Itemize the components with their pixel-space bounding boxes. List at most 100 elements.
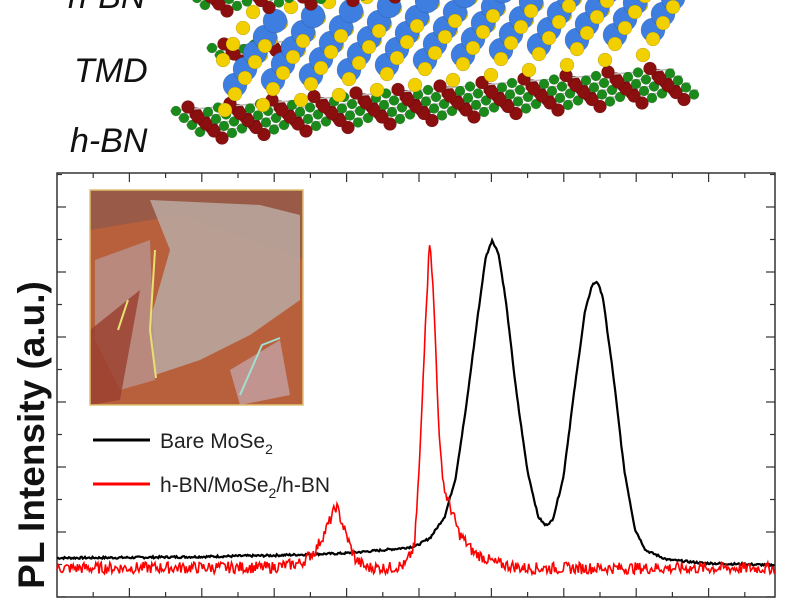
boron-atom <box>212 0 226 11</box>
crystal-structure-illustration <box>169 0 700 145</box>
nitrogen-atom <box>396 102 408 113</box>
boron-atom <box>401 92 415 107</box>
chalcogen-atom <box>503 35 519 51</box>
nitrogen-atom <box>223 0 235 5</box>
nitrogen-atom <box>548 74 560 85</box>
nitrogen-atom <box>564 88 576 99</box>
nitrogen-atom <box>268 0 274 1</box>
nitrogen-atom <box>478 106 490 118</box>
chalcogen-atom <box>483 67 499 83</box>
boron-atom <box>391 82 405 97</box>
chalcogen-atom <box>445 72 461 88</box>
chalcogen-atom <box>569 41 585 57</box>
chalcogen-atom <box>409 18 425 34</box>
nitrogen-atom <box>446 105 458 117</box>
nitrogen-atom <box>336 103 348 114</box>
nitrogen-atom <box>546 85 558 97</box>
nitrogen-atom <box>320 116 332 127</box>
chalcogen-atom <box>655 15 671 31</box>
chalcogen-atom <box>333 28 349 44</box>
nitrogen-atom <box>202 106 214 118</box>
chalcogen-atom <box>227 86 243 102</box>
y-axis-label: PL Intensity (a.u.) <box>11 281 52 589</box>
legend: Bare MoSe2 h-BN/MoSe2/h-BN <box>93 430 330 501</box>
nitrogen-atom <box>632 67 644 78</box>
nitrogen-atom <box>680 82 692 93</box>
nitrogen-atom <box>394 113 406 125</box>
optical-micrograph-inset <box>89 189 304 406</box>
nitrogen-atom <box>354 105 366 117</box>
chalcogen-atom <box>389 50 405 66</box>
chalcogen-atom <box>399 34 415 50</box>
nitrogen-atom <box>488 102 500 113</box>
nitrogen-atom <box>438 98 450 110</box>
nitrogen-atom <box>352 117 364 128</box>
nitrogen-atom <box>520 103 532 114</box>
chalcogen-atom <box>427 45 443 61</box>
nitrogen-atom <box>472 88 484 99</box>
pl-spectrum-plot: Bare MoSe2 h-BN/MoSe2/h-BN PL Intensity … <box>11 172 776 598</box>
chalcogen-atom <box>360 0 374 5</box>
nitrogen-atom <box>294 106 306 118</box>
nitrogen-atom <box>648 81 660 92</box>
chalcogen-atom <box>551 14 567 30</box>
nitrogen-atom <box>614 91 626 103</box>
top-hbn-label: h-BN <box>68 0 146 16</box>
boron-atom <box>653 71 667 86</box>
boron-atom <box>254 0 268 8</box>
nitrogen-atom <box>454 85 466 97</box>
boron-atom <box>569 78 583 93</box>
chalcogen-atom <box>617 20 633 36</box>
boron-atom <box>233 106 247 121</box>
nitrogen-atom <box>199 0 211 11</box>
series-line-hbn-mose2-hbn <box>56 245 776 577</box>
chalcogen-atom <box>361 39 377 55</box>
nitrogen-atom <box>572 95 584 106</box>
nitrogen-atom <box>346 98 358 110</box>
nitrogen-atom <box>344 110 356 121</box>
chalcogen-atom <box>523 3 539 19</box>
legend-label-encapsulated: h-BN/MoSe2/h-BN <box>160 474 330 501</box>
nitrogen-atom <box>273 0 285 8</box>
nitrogen-atom <box>378 99 390 111</box>
nitrogen-atom <box>420 96 432 107</box>
nitrogen-atom <box>436 110 448 121</box>
metal-atom <box>338 0 364 24</box>
nitrogen-atom <box>228 116 240 127</box>
nitrogen-atom <box>688 89 700 100</box>
boron-atom <box>317 99 331 114</box>
nitrogen-atom <box>656 88 668 99</box>
chalcogen-atom <box>369 82 385 98</box>
nitrogen-atom <box>638 85 650 97</box>
nitrogen-atom <box>496 82 508 93</box>
metal-atom <box>414 0 440 14</box>
nitrogen-atom <box>672 75 684 86</box>
chalcogen-atom <box>465 40 481 56</box>
boron-atom <box>191 110 205 124</box>
nitrogen-atom <box>241 0 253 7</box>
chalcogen-atom <box>351 55 367 71</box>
chalcogen-atom <box>485 8 501 24</box>
metal-atom <box>453 0 477 9</box>
nitrogen-atom <box>422 84 434 96</box>
nitrogen-atom <box>554 92 566 104</box>
chalcogen-atom <box>331 87 347 103</box>
nitrogen-atom <box>236 123 248 134</box>
boron-atom <box>643 61 657 76</box>
nitrogen-atom <box>192 0 202 4</box>
boron-atom <box>307 89 321 104</box>
boron-atom <box>359 96 373 110</box>
chalcogen-atom <box>283 0 299 15</box>
boron-atom <box>527 82 541 96</box>
nitrogen-atom <box>312 109 324 120</box>
plot-frame <box>56 172 776 598</box>
chalcogen-atom <box>599 0 615 9</box>
metal-atom <box>494 0 512 4</box>
series-line-bare-mose2 <box>56 237 775 568</box>
nitrogen-atom <box>588 82 600 93</box>
chalcogen-atom <box>589 9 605 25</box>
spectrum-curves <box>56 237 776 577</box>
chalcogen-atom <box>235 20 251 36</box>
nitrogen-atom <box>514 84 526 96</box>
